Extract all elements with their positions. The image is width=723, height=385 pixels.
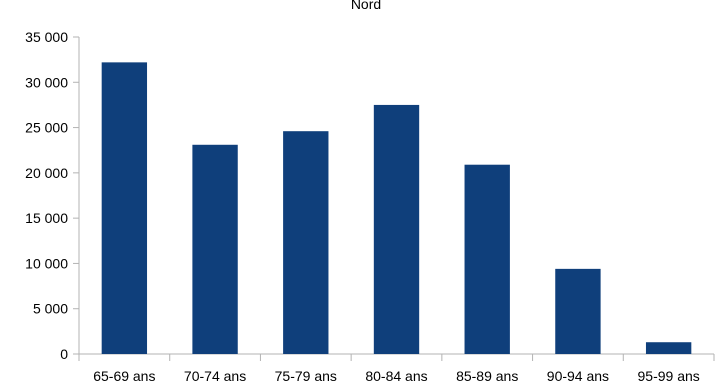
x-tick-label: 65-69 ans: [93, 368, 155, 384]
bar: [101, 62, 148, 355]
x-tick-label: 70-74 ans: [184, 368, 246, 384]
x-tick-label: 80-84 ans: [365, 368, 427, 384]
x-axis: 65-69 ans 70-74 ans 75-79 ans 80-84 ans 85-8…: [78, 353, 715, 384]
y-tick-label: 5 000: [33, 301, 68, 317]
x-tick-label: 90-94 ans: [547, 368, 609, 384]
bar: [464, 164, 510, 354]
bar: [192, 144, 238, 354]
bar: [283, 131, 329, 354]
y-tick-label: 15 000: [25, 210, 68, 226]
y-tick-label: 35 000: [25, 29, 68, 45]
y-tick-label: 25 000: [25, 120, 68, 136]
bar: [555, 268, 601, 354]
x-tick-label: 75-79 ans: [275, 368, 337, 384]
y-axis: 0 5 000 10 000 15 000 20 000 25 000 30 000 35 0…: [25, 29, 80, 362]
bar: [373, 104, 420, 354]
bar: [645, 342, 692, 354]
y-tick-label: 20 000: [25, 165, 68, 181]
x-tick-label: 85-89 ans: [456, 368, 518, 384]
bars: [101, 62, 692, 355]
y-tick-label: 0: [60, 346, 68, 362]
chart-title: Nord: [351, 0, 381, 12]
y-tick-label: 30 000: [25, 74, 68, 90]
x-tick-label: 95-99 ans: [638, 368, 700, 384]
y-tick-label: 10 000: [25, 255, 68, 271]
